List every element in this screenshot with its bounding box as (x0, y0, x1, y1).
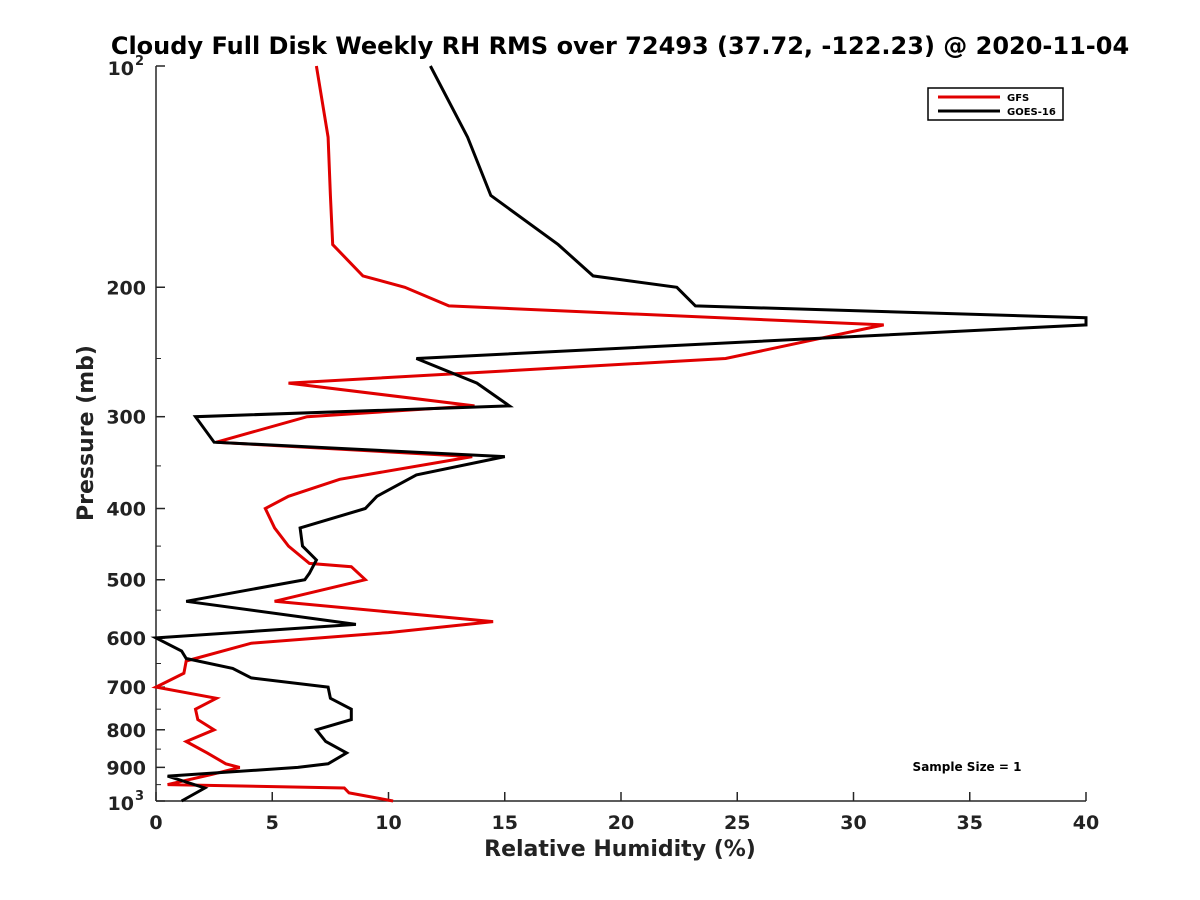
y-tick-label: 600 (106, 628, 146, 650)
x-tick-label: 5 (266, 812, 279, 834)
y-tick-label: 10 (108, 793, 134, 815)
x-tick-label: 35 (957, 812, 983, 834)
series-line-goes-16 (150, 65, 1088, 803)
x-tick-label: 20 (608, 812, 634, 834)
series-line-gfs (151, 65, 885, 803)
legend: GFS GOES-16 (927, 87, 1064, 121)
y-tick-label: 700 (106, 677, 146, 699)
series-lines (150, 65, 1088, 803)
y-tick-exponent: 3 (135, 789, 144, 804)
x-tick-label: 25 (724, 812, 750, 834)
x-axis-ticks: 0 5 10 15 20 25 30 35 40 (149, 792, 1099, 834)
y-tick-label: 400 (106, 499, 146, 521)
sample-size-annotation: Sample Size = 1 (913, 760, 1022, 774)
legend-box (927, 87, 1064, 121)
x-tick-label: 0 (149, 812, 162, 834)
legend-label-goes-16: GOES-16 (1007, 107, 1056, 118)
y-tick-label: 900 (106, 757, 146, 779)
y-axis-label: Pressure (mb) (74, 345, 99, 521)
x-tick-label: 40 (1073, 812, 1099, 834)
y-tick-exponent: 2 (135, 54, 144, 69)
y-tick-label: 200 (106, 277, 146, 299)
x-tick-label: 10 (375, 812, 401, 834)
y-tick-label: 300 (106, 407, 146, 429)
x-tick-label: 15 (492, 812, 518, 834)
y-tick-label: 500 (106, 570, 146, 592)
chart-title: Cloudy Full Disk Weekly RH RMS over 7249… (111, 32, 1129, 60)
y-tick-label: 10 (108, 58, 134, 80)
y-tick-label: 800 (106, 720, 146, 742)
legend-label-gfs: GFS (1007, 93, 1029, 104)
x-tick-label: 30 (840, 812, 866, 834)
x-axis-label: Relative Humidity (%) (484, 837, 756, 862)
